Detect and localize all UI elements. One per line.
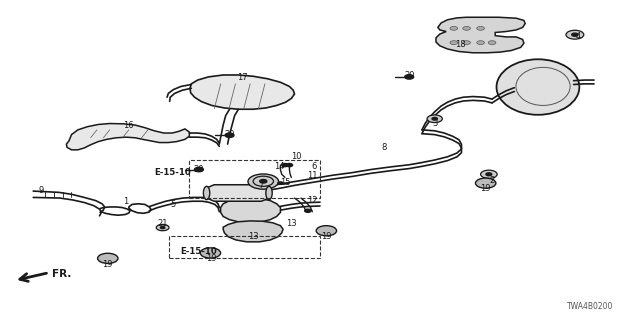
Text: 2: 2 xyxy=(490,176,495,185)
Polygon shape xyxy=(436,17,525,53)
Text: E-15-10: E-15-10 xyxy=(180,247,218,257)
Circle shape xyxy=(450,27,458,30)
Circle shape xyxy=(305,209,311,212)
Bar xyxy=(169,236,320,258)
Text: 6: 6 xyxy=(311,162,316,171)
Circle shape xyxy=(404,75,413,79)
Circle shape xyxy=(253,176,273,186)
Text: 20: 20 xyxy=(224,130,235,139)
Text: 13: 13 xyxy=(286,219,296,228)
Text: 19: 19 xyxy=(102,260,113,269)
Text: 21: 21 xyxy=(157,219,168,228)
Text: 19: 19 xyxy=(481,184,491,193)
Circle shape xyxy=(476,178,496,188)
Polygon shape xyxy=(190,75,294,109)
Circle shape xyxy=(260,180,267,183)
Text: 8: 8 xyxy=(381,143,387,152)
Text: 18: 18 xyxy=(455,40,465,49)
Polygon shape xyxy=(67,124,189,150)
Text: 20: 20 xyxy=(404,71,415,80)
Text: 15: 15 xyxy=(280,178,290,187)
Text: 11: 11 xyxy=(307,171,317,180)
Circle shape xyxy=(463,41,470,44)
Circle shape xyxy=(566,30,584,39)
Bar xyxy=(189,160,320,198)
Circle shape xyxy=(161,227,165,229)
Circle shape xyxy=(98,253,118,263)
Polygon shape xyxy=(223,221,283,242)
Circle shape xyxy=(486,173,492,176)
Polygon shape xyxy=(221,198,280,223)
Text: 5: 5 xyxy=(171,200,176,209)
Text: 1: 1 xyxy=(123,197,128,206)
Text: 4: 4 xyxy=(575,32,580,41)
Circle shape xyxy=(156,224,169,231)
Text: 10: 10 xyxy=(291,152,301,161)
Circle shape xyxy=(463,27,470,30)
Text: TWA4B0200: TWA4B0200 xyxy=(567,302,613,311)
Text: E-15-10: E-15-10 xyxy=(154,168,191,177)
Text: 9: 9 xyxy=(38,186,44,195)
Circle shape xyxy=(278,182,283,184)
Circle shape xyxy=(481,170,497,178)
Ellipse shape xyxy=(266,186,272,200)
Ellipse shape xyxy=(204,186,210,200)
Text: 3: 3 xyxy=(432,119,437,128)
Circle shape xyxy=(282,164,288,167)
Circle shape xyxy=(432,117,437,120)
Text: 17: 17 xyxy=(237,73,248,82)
Text: FR.: FR. xyxy=(52,268,72,279)
Text: 19: 19 xyxy=(321,232,332,241)
Circle shape xyxy=(195,167,204,172)
Circle shape xyxy=(477,27,484,30)
Circle shape xyxy=(488,41,496,44)
Circle shape xyxy=(572,33,578,36)
Text: 7: 7 xyxy=(258,181,264,190)
Circle shape xyxy=(248,174,278,189)
Ellipse shape xyxy=(497,59,579,115)
Circle shape xyxy=(427,115,442,123)
Circle shape xyxy=(200,248,221,258)
Circle shape xyxy=(225,133,234,138)
Circle shape xyxy=(316,226,337,236)
Polygon shape xyxy=(207,185,269,201)
Text: 14: 14 xyxy=(274,162,284,171)
Circle shape xyxy=(477,41,484,44)
Circle shape xyxy=(286,164,292,167)
Text: 13: 13 xyxy=(248,232,259,241)
Text: 20: 20 xyxy=(194,165,204,174)
Text: 12: 12 xyxy=(307,196,317,205)
Text: 19: 19 xyxy=(207,254,217,263)
Circle shape xyxy=(450,41,458,44)
Text: 16: 16 xyxy=(124,121,134,130)
